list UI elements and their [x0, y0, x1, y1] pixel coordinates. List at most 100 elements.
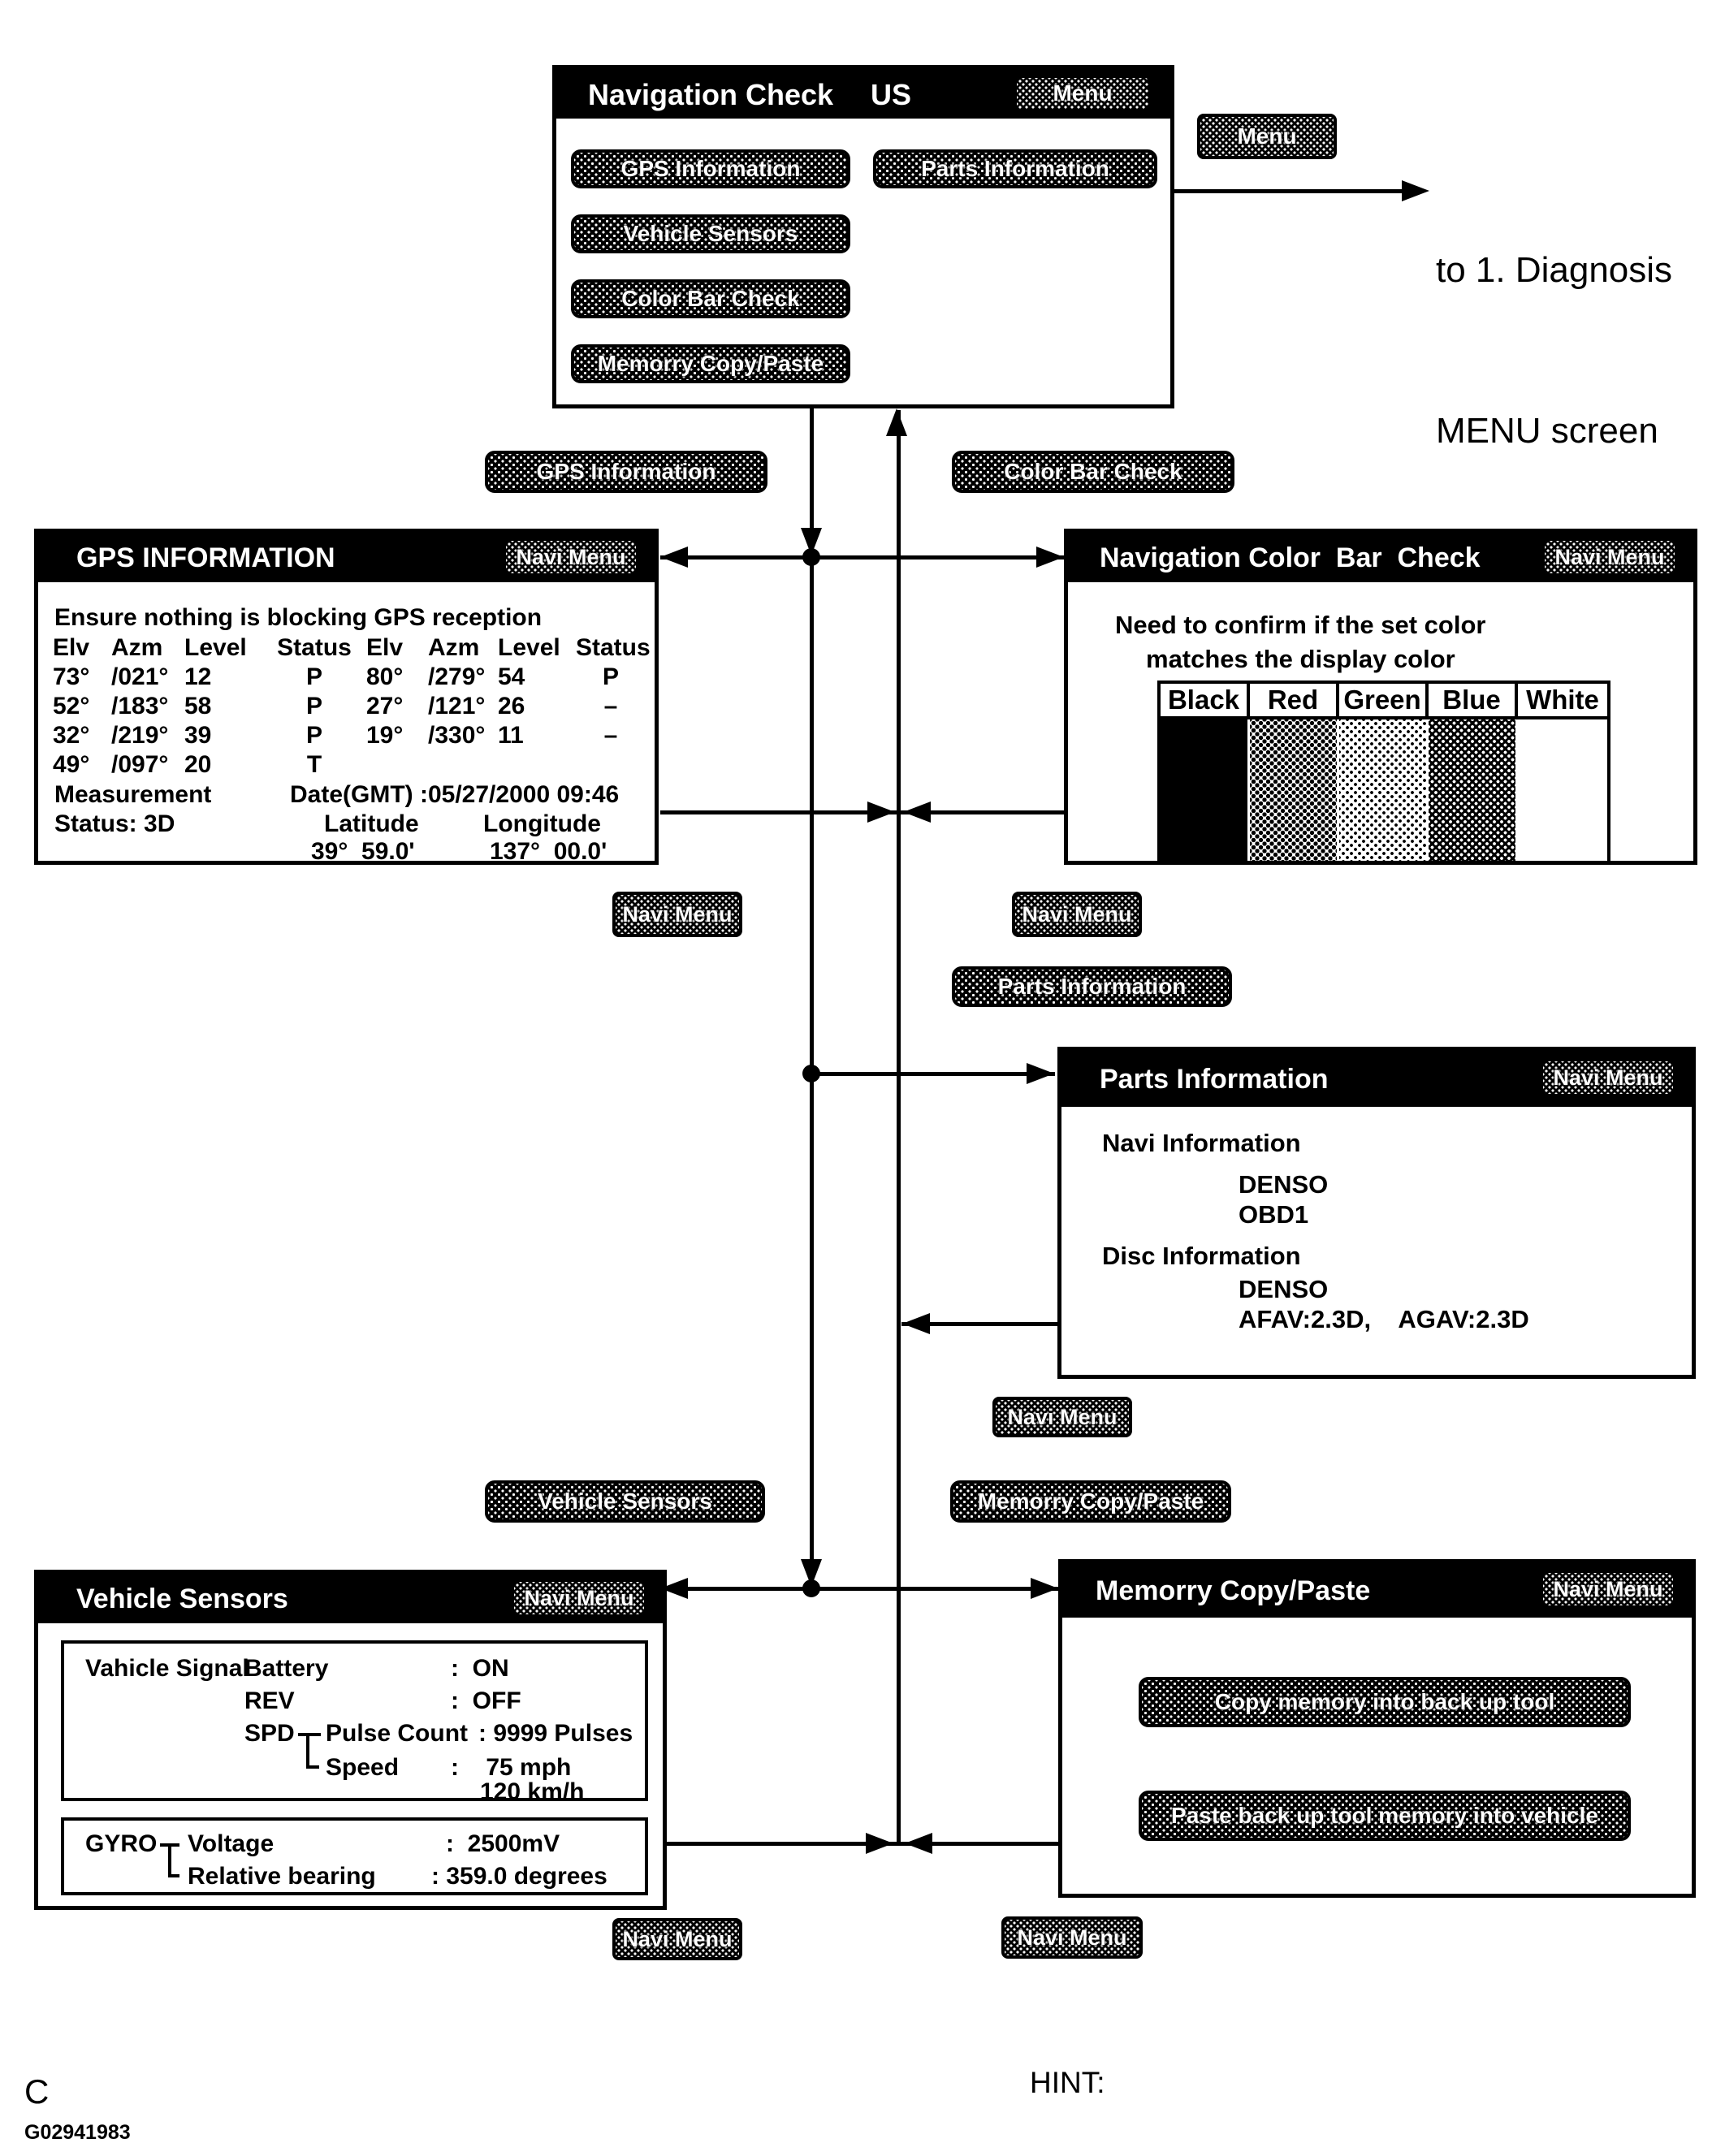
colorbar-navi-menu-button[interactable]: Navi Menu — [1541, 538, 1678, 577]
memory-copy-paste-button[interactable]: Memorry Copy/Paste — [571, 344, 850, 383]
trunk-line-a — [810, 408, 814, 1588]
spd-tree-corner — [306, 1735, 319, 1769]
parts-information-button[interactable]: Parts Information — [873, 149, 1157, 188]
vehicle-sensors-flow-label[interactable]: Vehicle Sensors — [485, 1480, 765, 1523]
voltage-value: : 2500mV — [446, 1830, 560, 1857]
gps-longitude-label: Longitude — [483, 810, 601, 837]
hint-note: HINT: Memory Copy/Paste function is not … — [1030, 1981, 1631, 2156]
navigation-check-title: Navigation Check — [588, 78, 834, 111]
gps-cell — [428, 750, 498, 780]
gps-notice: Ensure nothing is blocking GPS reception — [54, 604, 543, 631]
gps-cell: 26 — [498, 693, 525, 719]
memory-copy-paste-flow-label[interactable]: Memorry Copy/Paste — [950, 1480, 1231, 1523]
vehicle-signal-panel: Vahicle Signal Battery : ON REV : OFF SP… — [61, 1640, 648, 1805]
gps-cell: 27° — [366, 693, 404, 719]
gps-cell: 20 — [184, 751, 212, 778]
arrow-up-to-nav-check — [886, 408, 907, 436]
rev-value: : OFF — [451, 1687, 521, 1714]
gps-navi-menu-button[interactable]: Navi Menu — [503, 538, 639, 577]
vehicle-navi-menu-button[interactable]: Navi Menu — [511, 1579, 647, 1618]
vehicle-header: Vehicle Sensors Navi Menu — [37, 1573, 664, 1623]
colorbar-title: Navigation Color Bar Check — [1100, 542, 1481, 573]
gps-date-value: Date(GMT) :05/27/2000 09:46 — [290, 781, 620, 808]
gps-latitude-label: Latitude — [324, 810, 419, 837]
arrow-into-gps — [660, 547, 688, 568]
color-swatch-red — [1250, 719, 1339, 861]
gyro-panel: GYRO Voltage : 2500mV Relative bearing :… — [61, 1817, 648, 1895]
parts-disc-info-value: DENSO — [1239, 1275, 1329, 1303]
gps-cell: 11 — [498, 722, 524, 749]
menu-button[interactable]: Menu — [1014, 75, 1152, 112]
gps-cell: – — [603, 693, 618, 719]
gps-cell: T — [306, 751, 322, 778]
vehicle-return-navi-menu-button[interactable]: Navi Menu — [612, 1918, 742, 1960]
battery-value: : ON — [451, 1655, 509, 1682]
memory-navi-menu-button[interactable]: Navi Menu — [1540, 1570, 1676, 1609]
paste-memory-button[interactable]: Paste back up tool memory into vehicle — [1139, 1791, 1631, 1841]
trunk-line-b — [897, 410, 901, 1843]
parts-information-flow-label[interactable]: Parts Information — [952, 966, 1232, 1007]
gps-cell: 54 — [498, 663, 525, 690]
menu-flow-button[interactable]: Menu — [1197, 114, 1337, 159]
speed-value-kmh: 120 km/h — [480, 1778, 585, 1805]
gps-cell — [576, 750, 646, 780]
color-bar-table: Black Red Green Blue White — [1157, 681, 1610, 864]
gps-col-header: Azm — [428, 634, 480, 661]
arrow-to-diagnosis-line — [1174, 189, 1402, 193]
parts-navi-info-value: DENSO — [1239, 1170, 1329, 1199]
spd-label: SPD — [244, 1720, 295, 1747]
return-line-row2 — [660, 810, 1064, 814]
link-parts — [811, 1072, 1055, 1076]
hint-title: HINT: — [1030, 2066, 1105, 2099]
memory-copy-paste-screen: Memorry Copy/Paste Navi Menu Copy memory… — [1058, 1559, 1696, 1898]
arrow-to-diagnosis-head — [1402, 180, 1429, 201]
parts-title: Parts Information — [1100, 1064, 1329, 1095]
gps-cell: 52° — [53, 693, 90, 719]
gps-information-flow-label[interactable]: GPS Information — [485, 451, 767, 493]
vehicle-signal-label: Vahicle Signal — [85, 1655, 249, 1682]
copy-memory-button[interactable]: Copy memory into back up tool — [1139, 1677, 1631, 1727]
parts-disc-info-label: Disc Information — [1102, 1242, 1301, 1270]
parts-information-screen: Parts Information Navi Menu Navi Informa… — [1057, 1047, 1696, 1379]
colorbar-note-line2: matches the display color — [1146, 645, 1455, 673]
memory-return-navi-menu-button[interactable]: Navi Menu — [1001, 1916, 1143, 1959]
color-name-white: White — [1518, 684, 1607, 719]
link-gps-colorbar — [660, 555, 1064, 560]
gps-col-header: Elv — [366, 634, 404, 661]
parts-return-navi-menu-button[interactable]: Navi Menu — [992, 1397, 1132, 1437]
gps-cell: 19° — [366, 722, 404, 749]
gps-header: GPS INFORMATION Navi Menu — [37, 532, 655, 582]
gps-col-header: Azm — [111, 634, 163, 661]
bearing-value: : 359.0 degrees — [431, 1863, 607, 1890]
gps-table: Elv Azm Level Status Elv Azm Level Statu… — [53, 633, 651, 780]
parts-navi-menu-button[interactable]: Navi Menu — [1540, 1058, 1676, 1097]
gps-cell: 32° — [53, 722, 90, 749]
vehicle-title: Vehicle Sensors — [76, 1584, 288, 1614]
color-bar-check-button[interactable]: Color Bar Check — [571, 279, 850, 318]
battery-label: Battery — [244, 1655, 329, 1682]
color-bar-check-flow-label[interactable]: Color Bar Check — [952, 451, 1234, 493]
gps-cell — [366, 750, 428, 780]
figure-id: G02941983 — [24, 2121, 131, 2144]
gps-return-navi-menu-button[interactable]: Navi Menu — [612, 892, 742, 937]
return-arrow-row2-left — [867, 801, 895, 823]
gps-cell: /330° — [428, 722, 486, 749]
gps-cell: 73° — [53, 663, 90, 690]
vehicle-sensors-button[interactable]: Vehicle Sensors — [571, 214, 850, 253]
gps-latitude-value: 39° 59.0' — [311, 838, 415, 865]
return-arrow-row3-left — [866, 1833, 893, 1854]
gps-col-header: Status — [576, 634, 651, 661]
gps-cell: P — [305, 693, 322, 719]
gps-cell: 12 — [184, 663, 212, 690]
speed-value: : 75 mph — [451, 1754, 572, 1781]
gps-longitude-value: 137° 00.0' — [490, 838, 607, 865]
gps-col-header: Level — [184, 634, 247, 661]
parts-navi-info-value: OBD1 — [1239, 1200, 1309, 1229]
color-bar-check-screen: Navigation Color Bar Check Navi Menu Nee… — [1064, 529, 1697, 865]
region-label: US — [871, 78, 912, 111]
gps-information-button[interactable]: GPS Information — [571, 149, 850, 188]
gps-cell: P — [305, 663, 322, 690]
gyro-tree-corner — [168, 1845, 179, 1877]
parts-navi-info-label: Navi Information — [1102, 1129, 1301, 1157]
colorbar-return-navi-menu-button[interactable]: Navi Menu — [1012, 892, 1142, 937]
